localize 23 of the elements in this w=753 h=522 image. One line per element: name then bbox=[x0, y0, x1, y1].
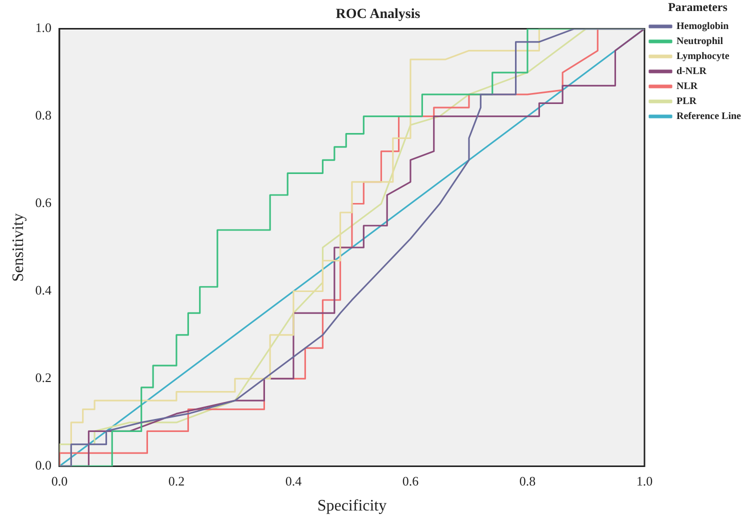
legend-label: Lymphocyte bbox=[676, 50, 730, 62]
legend-label: d-NLR bbox=[676, 66, 708, 77]
y-tick-label: 0.8 bbox=[35, 108, 52, 123]
y-tick-label: 0.2 bbox=[35, 370, 52, 386]
x-tick-label: 0.6 bbox=[402, 473, 420, 488]
legend-label: Neutrophil bbox=[676, 36, 724, 47]
x-tick-label: 0.0 bbox=[51, 473, 68, 488]
x-tick-label: 0.8 bbox=[519, 473, 536, 488]
legend-title: Parameters bbox=[668, 0, 728, 14]
legend-label: NLR bbox=[676, 80, 698, 92]
x-tick-label: 0.2 bbox=[168, 473, 185, 488]
y-tick-label: 1.0 bbox=[35, 20, 52, 36]
y-axis-title: Sensitivity bbox=[10, 213, 27, 282]
x-tick-label: 1.0 bbox=[636, 473, 653, 488]
x-axis-title: Specificity bbox=[317, 498, 387, 515]
y-tick-label: 0.0 bbox=[35, 458, 52, 473]
legend-label: Hemoglobin bbox=[676, 20, 730, 32]
y-tick-label: 0.6 bbox=[35, 195, 52, 210]
y-tick-label: 0.4 bbox=[35, 282, 52, 298]
legend-label: Reference Line bbox=[676, 110, 742, 122]
legend-label: PLR bbox=[676, 96, 698, 107]
x-tick-label: 0.4 bbox=[285, 473, 302, 488]
chart-title: ROC Analysis bbox=[336, 7, 421, 22]
